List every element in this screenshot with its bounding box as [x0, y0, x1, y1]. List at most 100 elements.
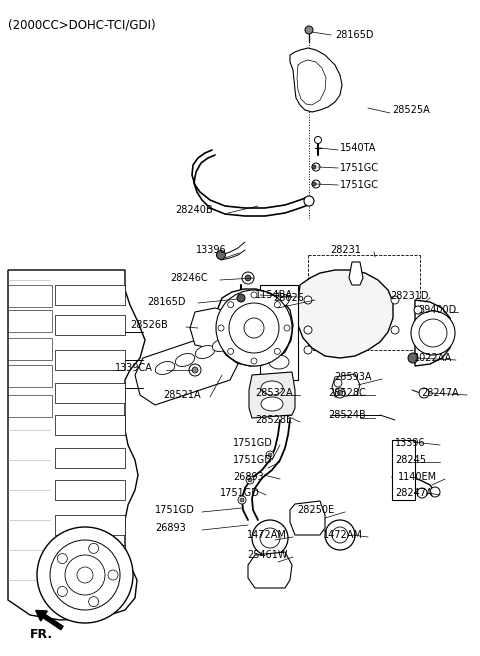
Circle shape: [37, 527, 133, 623]
Circle shape: [305, 26, 313, 34]
Text: 28231D: 28231D: [390, 291, 429, 301]
Circle shape: [275, 302, 280, 308]
Polygon shape: [55, 285, 125, 305]
Circle shape: [417, 488, 427, 498]
Polygon shape: [297, 270, 393, 358]
Circle shape: [228, 302, 234, 308]
Text: 1339CA: 1339CA: [115, 363, 153, 373]
Text: 28593A: 28593A: [334, 372, 372, 382]
Ellipse shape: [195, 346, 215, 358]
Text: 39400D: 39400D: [418, 305, 456, 315]
Polygon shape: [55, 515, 125, 535]
Text: 28240B: 28240B: [175, 205, 213, 215]
Circle shape: [312, 180, 320, 188]
Text: 1472AM: 1472AM: [323, 530, 363, 540]
Text: 1022AA: 1022AA: [414, 353, 452, 363]
Circle shape: [325, 520, 355, 550]
Circle shape: [430, 487, 440, 497]
Circle shape: [89, 543, 99, 554]
Circle shape: [252, 520, 288, 556]
Text: 1154BA: 1154BA: [255, 290, 293, 300]
Circle shape: [65, 555, 105, 595]
Circle shape: [192, 367, 198, 373]
Polygon shape: [290, 501, 325, 535]
Circle shape: [334, 379, 342, 387]
Circle shape: [240, 498, 244, 502]
Circle shape: [275, 348, 280, 354]
Circle shape: [216, 251, 226, 260]
Polygon shape: [190, 308, 222, 349]
Text: 1751GC: 1751GC: [340, 163, 379, 173]
Polygon shape: [55, 383, 125, 403]
Polygon shape: [332, 374, 360, 397]
Ellipse shape: [175, 354, 195, 367]
Polygon shape: [8, 310, 52, 332]
Circle shape: [419, 388, 429, 398]
Text: 28247A: 28247A: [421, 388, 458, 398]
Polygon shape: [415, 300, 452, 366]
Circle shape: [266, 451, 274, 459]
Circle shape: [332, 527, 348, 543]
Ellipse shape: [269, 313, 289, 327]
Circle shape: [268, 453, 272, 457]
Text: 1751GD: 1751GD: [155, 505, 195, 515]
Circle shape: [89, 596, 99, 607]
Text: 28245: 28245: [395, 455, 426, 465]
Circle shape: [335, 388, 345, 398]
Polygon shape: [55, 350, 125, 370]
Text: 28524B: 28524B: [328, 410, 366, 420]
Circle shape: [57, 554, 67, 564]
Circle shape: [312, 163, 320, 171]
FancyArrow shape: [36, 611, 63, 630]
Text: 26893: 26893: [233, 472, 264, 482]
Text: 28626: 28626: [273, 293, 304, 303]
Polygon shape: [248, 552, 292, 588]
Ellipse shape: [269, 335, 289, 349]
Text: 28231: 28231: [330, 245, 361, 255]
Text: 28532A: 28532A: [255, 388, 293, 398]
Text: 13396: 13396: [395, 438, 426, 448]
Circle shape: [337, 390, 343, 396]
Circle shape: [238, 496, 246, 504]
Text: 1472AM: 1472AM: [247, 530, 287, 540]
Polygon shape: [392, 440, 415, 500]
Polygon shape: [135, 332, 240, 405]
Circle shape: [314, 136, 322, 144]
Polygon shape: [55, 448, 125, 468]
Circle shape: [216, 290, 292, 366]
Text: 1751GD: 1751GD: [220, 488, 260, 498]
Polygon shape: [55, 545, 125, 565]
Circle shape: [260, 528, 280, 548]
Circle shape: [237, 294, 245, 302]
Circle shape: [304, 196, 314, 206]
Polygon shape: [8, 338, 52, 360]
Polygon shape: [55, 415, 125, 435]
Text: 1751GD: 1751GD: [233, 438, 273, 448]
Text: 28250E: 28250E: [297, 505, 334, 515]
Polygon shape: [8, 285, 52, 307]
Polygon shape: [8, 365, 52, 387]
Text: 28521A: 28521A: [163, 390, 201, 400]
Polygon shape: [349, 262, 363, 285]
Text: 28247A: 28247A: [395, 488, 432, 498]
Circle shape: [246, 476, 254, 484]
Ellipse shape: [261, 397, 283, 411]
Text: 25461W: 25461W: [247, 550, 288, 560]
Circle shape: [391, 326, 399, 334]
Circle shape: [218, 325, 224, 331]
Text: 1540TA: 1540TA: [340, 143, 376, 153]
Text: 1140EM: 1140EM: [398, 472, 437, 482]
Text: 28528E: 28528E: [255, 415, 292, 425]
Text: 28526B: 28526B: [130, 320, 168, 330]
Ellipse shape: [212, 338, 232, 352]
Circle shape: [304, 346, 312, 354]
Circle shape: [228, 348, 234, 354]
Ellipse shape: [156, 361, 175, 375]
Text: (2000CC>DOHC-TCI/GDI): (2000CC>DOHC-TCI/GDI): [8, 18, 156, 31]
Ellipse shape: [269, 355, 289, 369]
Polygon shape: [55, 315, 125, 335]
Circle shape: [242, 272, 254, 284]
Polygon shape: [215, 289, 293, 366]
Circle shape: [419, 319, 447, 347]
Circle shape: [229, 303, 279, 353]
